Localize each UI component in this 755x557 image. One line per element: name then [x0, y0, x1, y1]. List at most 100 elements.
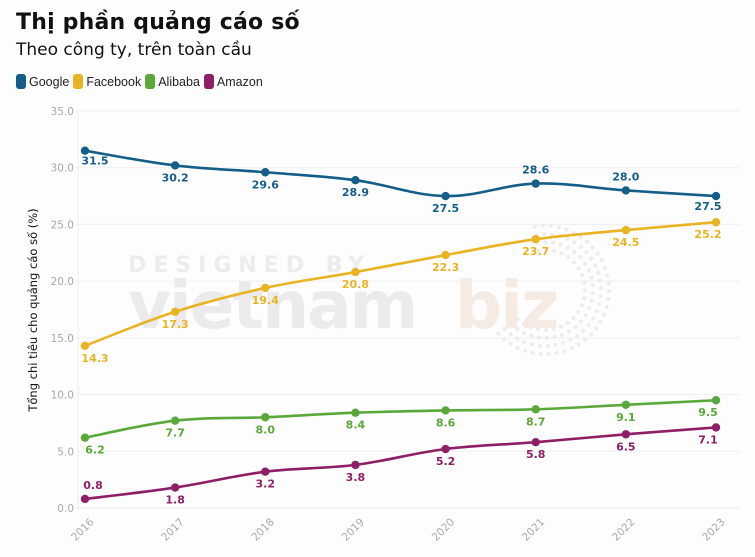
- watermark-dot: [546, 351, 551, 356]
- watermark-dot: [522, 348, 527, 353]
- x-tick-label: 2016: [69, 516, 97, 544]
- data-label: 23.7: [522, 245, 549, 258]
- data-point[interactable]: [261, 467, 270, 476]
- data-label: 3.8: [346, 471, 366, 484]
- watermark-dot: [583, 313, 588, 318]
- data-point[interactable]: [261, 283, 270, 293]
- y-tick-label: 25.0: [51, 219, 74, 231]
- watermark-dot: [521, 331, 526, 336]
- data-point[interactable]: [261, 168, 270, 177]
- legend-swatch-google: [16, 74, 26, 89]
- data-point[interactable]: [621, 430, 631, 439]
- data-point[interactable]: [441, 250, 450, 260]
- watermark-dot: [576, 266, 581, 271]
- data-label: 22.3: [432, 261, 459, 274]
- data-point[interactable]: [170, 416, 180, 425]
- data-point[interactable]: [441, 444, 450, 454]
- watermark-dot: [598, 319, 603, 324]
- watermark-dot: [586, 323, 591, 328]
- watermark-dot: [508, 341, 513, 346]
- watermark-dot: [538, 351, 543, 356]
- watermark-dot: [582, 295, 587, 300]
- watermark-dot: [565, 236, 570, 241]
- watermark-dot: [596, 270, 601, 275]
- data-point[interactable]: [261, 413, 270, 422]
- data-point[interactable]: [531, 179, 540, 188]
- data-point[interactable]: [441, 191, 450, 201]
- watermark-dot: [544, 248, 549, 253]
- data-point[interactable]: [351, 460, 360, 470]
- data-point[interactable]: [351, 408, 360, 417]
- y-tick-label: 30.0: [51, 163, 74, 175]
- watermark-dot: [598, 294, 603, 299]
- watermark-dot: [605, 273, 610, 278]
- watermark-dot: [571, 260, 576, 265]
- data-point[interactable]: [711, 217, 721, 227]
- data-point[interactable]: [531, 438, 540, 447]
- data-point[interactable]: [621, 225, 631, 235]
- watermark-dot: [569, 346, 574, 351]
- data-point[interactable]: [531, 234, 540, 244]
- data-point[interactable]: [351, 267, 360, 277]
- series-alibaba: 6.2 7.7 8.0 8.4 8.6 8.7 9.1 9.5: [80, 396, 721, 457]
- data-point[interactable]: [621, 186, 631, 195]
- data-point[interactable]: [531, 405, 540, 414]
- watermark-dot: [573, 325, 578, 330]
- watermark-dot: [567, 329, 572, 334]
- legend-item-facebook[interactable]: Facebook: [73, 74, 141, 89]
- data-point[interactable]: [80, 341, 90, 350]
- data-point[interactable]: [170, 307, 180, 316]
- watermark-dot: [536, 327, 541, 332]
- data-label: 27.5: [432, 202, 459, 215]
- data-point[interactable]: [80, 146, 90, 155]
- watermark-dot: [528, 325, 533, 330]
- watermark-dot: [598, 286, 603, 291]
- watermark-dot: [529, 342, 534, 347]
- watermark-dot: [540, 224, 545, 229]
- watermark-dot: [558, 324, 563, 329]
- x-tick-label: 2017: [159, 516, 186, 543]
- watermark-dot: [576, 342, 581, 347]
- data-point[interactable]: [441, 406, 450, 415]
- grid: [76, 110, 740, 509]
- data-label: 27.5: [694, 200, 721, 213]
- watermark-dot: [578, 244, 583, 249]
- data-label: 31.5: [81, 155, 108, 168]
- data-point[interactable]: [351, 175, 360, 185]
- legend-swatch-amazon: [203, 74, 214, 89]
- watermark-dot: [551, 327, 556, 332]
- watermark-dot: [551, 240, 556, 245]
- watermark-dot: [509, 322, 514, 327]
- watermark-dot: [561, 340, 566, 345]
- watermark-dot: [529, 333, 534, 338]
- data-point[interactable]: [621, 400, 631, 409]
- watermark-dot: [589, 256, 594, 261]
- legend-item-google[interactable]: Google: [16, 74, 69, 89]
- x-tick-label: 2022: [610, 516, 637, 543]
- watermark-dot: [515, 336, 520, 341]
- watermark-dot: [587, 306, 592, 311]
- data-label: 3.2: [256, 478, 276, 491]
- legend-item-alibaba[interactable]: Alibaba: [145, 74, 200, 89]
- watermark-dot: [597, 301, 602, 306]
- data-point[interactable]: [170, 483, 180, 492]
- watermark-dot: [591, 316, 596, 321]
- data-point[interactable]: [711, 396, 721, 405]
- data-point[interactable]: [80, 494, 90, 504]
- watermark-dot: [598, 278, 603, 283]
- x-tick-label: 2019: [340, 516, 367, 543]
- data-point[interactable]: [711, 423, 721, 432]
- data-point[interactable]: [170, 161, 180, 170]
- data-point[interactable]: [80, 433, 90, 442]
- series-amazon: 0.8 1.8 3.2 3.8 5.2 5.8 6.5 7.1: [80, 423, 721, 507]
- watermark-dot: [554, 350, 559, 355]
- data-label: 8.4: [346, 419, 366, 432]
- series-line-facebook: [84, 220, 717, 348]
- data-point[interactable]: [711, 191, 721, 201]
- watermark-dot: [565, 245, 570, 250]
- watermark-brand-accent: biz: [455, 267, 557, 344]
- chart-subtitle: Theo công ty, trên toàn cầu: [16, 40, 252, 60]
- legend-item-amazon[interactable]: Amazon: [203, 74, 263, 89]
- data-label: 9.1: [616, 411, 636, 424]
- data-label: 0.8: [83, 479, 103, 492]
